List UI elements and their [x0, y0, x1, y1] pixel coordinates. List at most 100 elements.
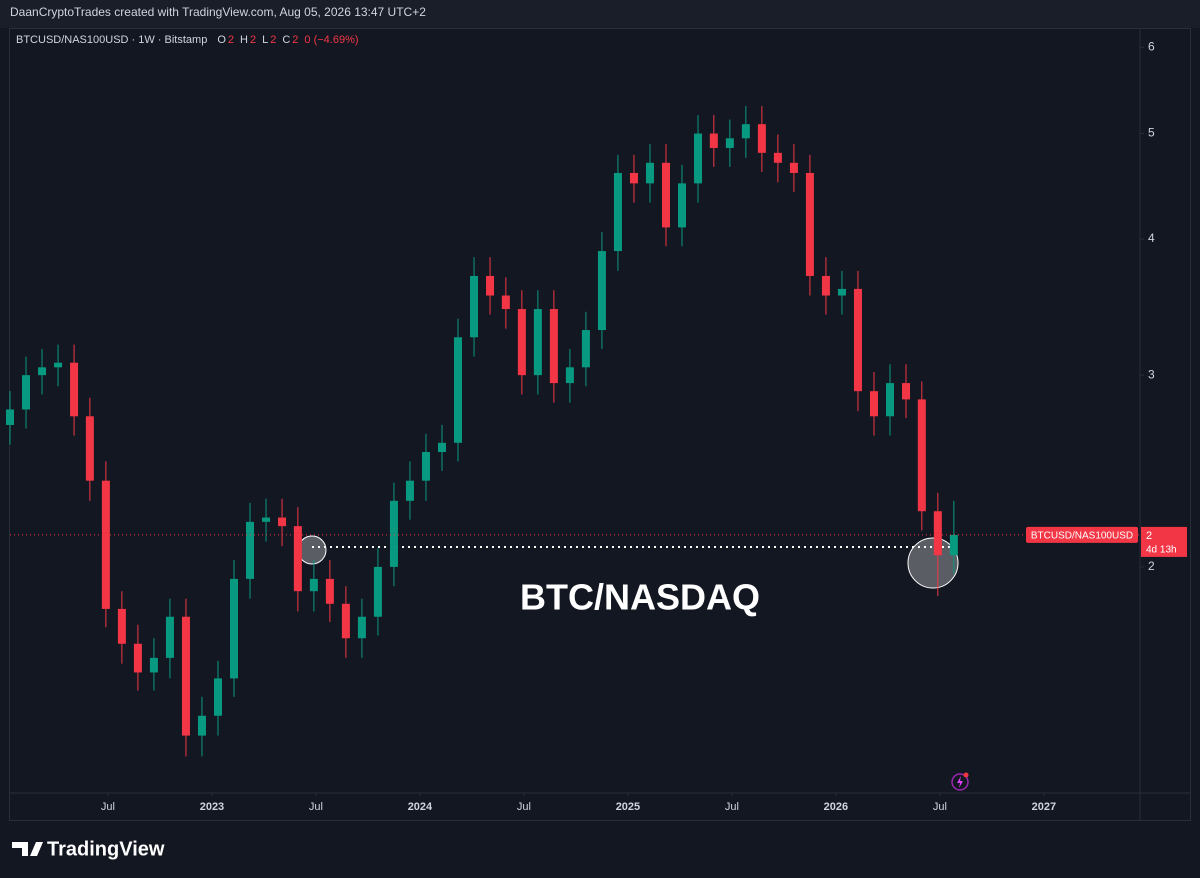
candle — [22, 356, 31, 429]
candle — [773, 134, 782, 183]
candle — [309, 559, 318, 612]
candle-body — [629, 172, 638, 184]
candle-body — [678, 183, 687, 228]
x-tick-label: Jul — [309, 801, 323, 813]
candle-body — [389, 500, 398, 567]
x-tick-label: Jul — [517, 801, 531, 813]
candle — [613, 154, 622, 271]
candle-body — [885, 383, 894, 417]
candle-body — [933, 511, 942, 556]
candle-body — [437, 442, 446, 453]
legend-label: C — [282, 34, 290, 46]
candle-body — [869, 391, 878, 417]
candle — [789, 144, 798, 192]
candle — [549, 290, 558, 403]
y-tick-label: 6 — [1148, 39, 1155, 53]
candle-body — [949, 534, 958, 556]
candle-body — [165, 616, 174, 658]
candle-body — [853, 288, 862, 392]
candle-body — [405, 480, 414, 501]
candle-body — [565, 367, 574, 384]
candle-body — [501, 295, 510, 310]
candle-body — [117, 608, 126, 644]
price-countdown: 4d 13h — [1146, 545, 1177, 556]
candle-body — [470, 275, 479, 338]
brand-logo — [12, 842, 43, 856]
candle-body — [197, 715, 206, 736]
candle-body — [725, 138, 734, 148]
candle-body — [262, 517, 271, 522]
candle — [629, 154, 638, 203]
candle — [165, 598, 174, 679]
candle-body — [581, 330, 590, 368]
candle — [933, 492, 942, 597]
candle — [597, 232, 606, 350]
candle — [565, 349, 574, 403]
x-tick-label: 2025 — [616, 801, 640, 813]
alert-icon — [951, 772, 969, 791]
candle — [149, 638, 158, 691]
candle-body — [613, 172, 622, 252]
candle — [885, 364, 894, 436]
candle-body — [101, 480, 110, 609]
x-tick-label: 2027 — [1032, 801, 1056, 813]
candle — [373, 548, 382, 636]
candle-body — [821, 275, 830, 296]
candle-body — [133, 643, 142, 673]
candle-body — [517, 309, 526, 376]
candle — [133, 624, 142, 691]
y-tick-label: 3 — [1148, 367, 1155, 381]
legend-value: 2 — [292, 34, 298, 46]
candle-body — [917, 399, 926, 512]
candle — [949, 500, 958, 575]
candle — [645, 144, 654, 203]
candle-body — [373, 566, 382, 617]
candle — [54, 344, 63, 387]
candle — [709, 114, 718, 167]
candle-body — [549, 309, 558, 384]
legend-label: O — [217, 34, 226, 46]
candle — [357, 598, 366, 658]
candle-body — [357, 616, 366, 639]
candle-body — [789, 162, 798, 173]
candle — [85, 397, 94, 501]
candle — [38, 349, 47, 395]
candle — [837, 270, 846, 315]
y-tick-label: 5 — [1148, 126, 1155, 140]
candle — [325, 559, 334, 623]
candle-body — [533, 309, 542, 376]
candle — [293, 507, 302, 612]
candle-body — [22, 375, 31, 410]
candle — [454, 318, 463, 462]
candle — [389, 482, 398, 587]
candle — [181, 598, 190, 757]
candle — [741, 105, 750, 158]
candle-body — [486, 275, 495, 296]
candle-body — [741, 124, 750, 139]
candle — [405, 461, 414, 520]
candle-body — [645, 162, 654, 184]
candle-body — [325, 578, 334, 604]
candle-body — [85, 416, 94, 481]
candle — [486, 257, 495, 315]
candle-body — [38, 367, 47, 376]
candle — [101, 461, 110, 628]
candle — [437, 424, 446, 471]
candle — [246, 502, 255, 599]
header-bar — [0, 0, 1200, 28]
candle — [725, 119, 734, 167]
candle — [869, 371, 878, 436]
candle-body — [773, 152, 782, 163]
candle — [421, 433, 430, 501]
candle — [70, 344, 79, 436]
candle-body — [246, 521, 255, 579]
candle — [533, 290, 542, 395]
x-tick-label: 2026 — [824, 801, 848, 813]
price-axis-box — [1141, 526, 1187, 557]
candle-body — [70, 362, 79, 417]
candle-body — [309, 578, 318, 592]
x-tick-label: Jul — [933, 801, 947, 813]
